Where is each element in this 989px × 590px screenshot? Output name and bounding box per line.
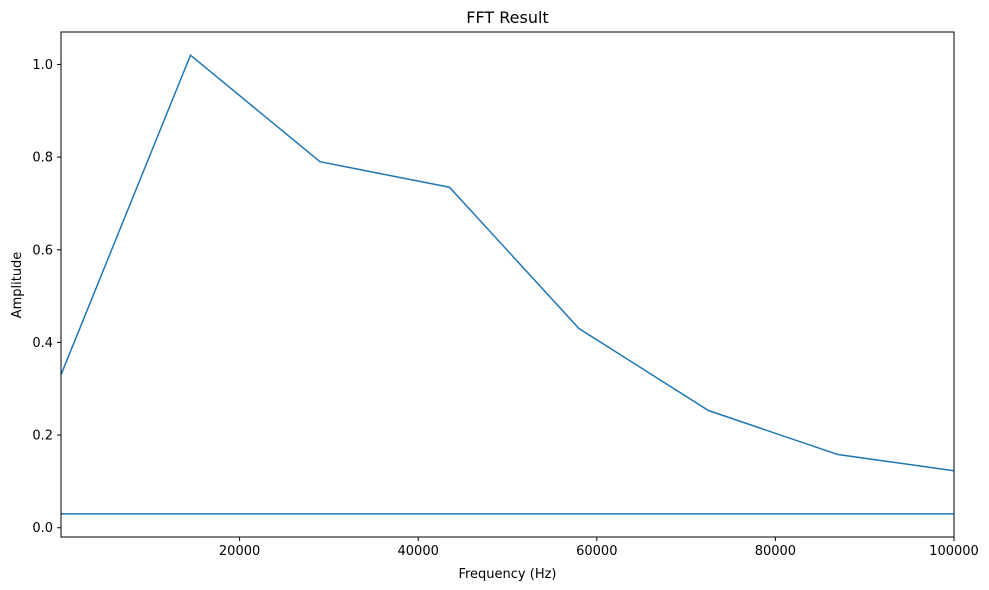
x-tick-label: 40000 — [398, 544, 439, 559]
x-axis-ticks: 20000 40000 60000 80000 100000 — [219, 537, 979, 559]
x-tick-label: 100000 — [929, 544, 979, 559]
y-tick-label: 0.4 — [32, 336, 53, 351]
series-line-0 — [60, 53, 955, 472]
y-tick-label: 0.8 — [32, 151, 53, 166]
x-tick-label: 80000 — [755, 544, 796, 559]
chart-title: FFT Result — [466, 8, 548, 27]
y-axis-ticks: 0.0 0.2 0.4 0.6 0.8 1.0 — [32, 58, 61, 536]
plot-frame — [60, 31, 955, 538]
y-tick-label: 0.0 — [32, 521, 53, 536]
y-tick-label: 0.2 — [32, 429, 53, 444]
x-tick-label: 20000 — [219, 544, 260, 559]
y-tick-label: 1.0 — [32, 58, 53, 73]
y-tick-label: 0.6 — [32, 243, 53, 258]
x-tick-label: 60000 — [576, 544, 617, 559]
y-axis-label: Amplitude — [10, 252, 25, 319]
x-axis-label: Frequency (Hz) — [458, 567, 556, 582]
series-layer — [60, 53, 955, 515]
